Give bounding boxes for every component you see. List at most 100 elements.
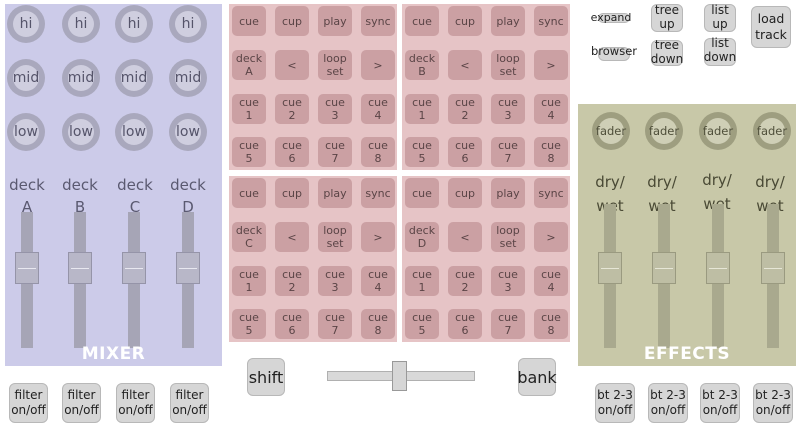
deck-a-hotcue-4[interactable]: cue 4 [361,94,395,124]
deck-b-hotcue-5[interactable]: cue 5 [405,137,439,167]
deck-a-hotcue-8[interactable]: cue 8 [361,137,395,167]
deck-a-select-button[interactable]: deck A [232,50,266,80]
deck-b-play-button[interactable]: play [491,6,525,36]
deck-c-sync-button[interactable]: sync [361,178,395,208]
deck-c-loop-set-button[interactable]: loop set [318,222,352,252]
deck-c-cup-button[interactable]: cup [275,178,309,208]
volume-fader-deck-a[interactable] [15,252,39,284]
eq-low-knob-deck-b[interactable]: low [62,113,100,151]
eq-hi-knob-deck-b[interactable]: hi [62,5,100,43]
deck-b-select-button[interactable]: deck B [405,50,439,80]
deck-b-hotcue-6[interactable]: cue 6 [448,137,482,167]
dry-wet-fader-1[interactable] [598,252,622,284]
filter-toggle-deck-d[interactable]: filter on/off [170,383,209,423]
effect-fader-knob-1[interactable]: fader [592,112,630,150]
deck-a-hotcue-6[interactable]: cue 6 [275,137,309,167]
eq-low-knob-deck-c[interactable]: low [115,113,153,151]
effect-fader-knob-3[interactable]: fader [699,112,737,150]
deck-b-cue-button[interactable]: cue [405,6,439,36]
eq-hi-knob-deck-a[interactable]: hi [7,5,45,43]
effect-toggle-4[interactable]: bt 2-3 on/off [753,383,793,423]
deck-d-hotcue-8[interactable]: cue 8 [534,309,568,339]
bank-button[interactable]: bank [517,358,557,396]
deck-d-hotcue-5[interactable]: cue 5 [405,309,439,339]
deck-a-cup-button[interactable]: cup [275,6,309,36]
deck-b-loop-prev-button[interactable]: < [448,50,482,80]
deck-a-hotcue-7[interactable]: cue 7 [318,137,352,167]
deck-b-hotcue-8[interactable]: cue 8 [534,137,568,167]
list-down-button[interactable] [704,38,736,66]
filter-toggle-deck-b[interactable]: filter on/off [62,383,101,423]
deck-a-loop-set-button[interactable]: loop set [318,50,352,80]
deck-d-hotcue-3[interactable]: cue 3 [491,266,525,296]
deck-b-hotcue-7[interactable]: cue 7 [491,137,525,167]
deck-d-hotcue-1[interactable]: cue 1 [405,266,439,296]
deck-d-loop-prev-button[interactable]: < [448,222,482,252]
deck-d-hotcue-6[interactable]: cue 6 [448,309,482,339]
deck-c-loop-prev-button[interactable]: < [275,222,309,252]
deck-a-hotcue-1[interactable]: cue 1 [232,94,266,124]
deck-d-loop-set-button[interactable]: loop set [491,222,525,252]
deck-c-hotcue-7[interactable]: cue 7 [318,309,352,339]
deck-c-hotcue-1[interactable]: cue 1 [232,266,266,296]
effect-fader-knob-2[interactable]: fader [645,112,683,150]
volume-fader-deck-b[interactable] [68,252,92,284]
deck-d-select-button[interactable]: deck D [405,222,439,252]
deck-c-hotcue-5[interactable]: cue 5 [232,309,266,339]
eq-hi-knob-deck-d[interactable]: hi [169,5,207,43]
expand-button[interactable] [598,13,630,23]
tree-up-button[interactable] [651,4,683,32]
effect-toggle-3[interactable]: bt 2-3 on/off [700,383,740,423]
deck-c-hotcue-8[interactable]: cue 8 [361,309,395,339]
deck-b-cup-button[interactable]: cup [448,6,482,36]
deck-d-cue-button[interactable]: cue [405,178,439,208]
deck-b-loop-set-button[interactable]: loop set [491,50,525,80]
filter-toggle-deck-c[interactable]: filter on/off [116,383,155,423]
deck-d-hotcue-7[interactable]: cue 7 [491,309,525,339]
effect-fader-knob-4[interactable]: fader [753,112,791,150]
deck-b-loop-next-button[interactable]: > [534,50,568,80]
deck-c-hotcue-3[interactable]: cue 3 [318,266,352,296]
volume-fader-deck-d[interactable] [176,252,200,284]
deck-a-play-button[interactable]: play [318,6,352,36]
deck-d-hotcue-4[interactable]: cue 4 [534,266,568,296]
effect-toggle-2[interactable]: bt 2-3 on/off [648,383,688,423]
shift-button[interactable]: shift [247,358,285,396]
deck-c-hotcue-2[interactable]: cue 2 [275,266,309,296]
deck-a-hotcue-2[interactable]: cue 2 [275,94,309,124]
eq-mid-knob-deck-a[interactable]: mid [7,59,45,97]
deck-a-hotcue-5[interactable]: cue 5 [232,137,266,167]
deck-a-loop-prev-button[interactable]: < [275,50,309,80]
deck-b-hotcue-4[interactable]: cue 4 [534,94,568,124]
volume-fader-deck-c[interactable] [122,252,146,284]
deck-c-hotcue-4[interactable]: cue 4 [361,266,395,296]
crossfader[interactable] [392,361,407,391]
dry-wet-fader-2[interactable] [652,252,676,284]
eq-hi-knob-deck-c[interactable]: hi [115,5,153,43]
deck-a-loop-next-button[interactable]: > [361,50,395,80]
deck-b-sync-button[interactable]: sync [534,6,568,36]
eq-mid-knob-deck-b[interactable]: mid [62,59,100,97]
deck-b-hotcue-3[interactable]: cue 3 [491,94,525,124]
dry-wet-fader-4[interactable] [761,252,785,284]
eq-low-knob-deck-a[interactable]: low [7,113,45,151]
effect-toggle-1[interactable]: bt 2-3 on/off [595,383,635,423]
deck-d-loop-next-button[interactable]: > [534,222,568,252]
deck-d-sync-button[interactable]: sync [534,178,568,208]
deck-c-play-button[interactable]: play [318,178,352,208]
eq-mid-knob-deck-d[interactable]: mid [169,59,207,97]
deck-c-cue-button[interactable]: cue [232,178,266,208]
list-up-button[interactable] [704,4,736,32]
deck-a-cue-button[interactable]: cue [232,6,266,36]
filter-toggle-deck-a[interactable]: filter on/off [9,383,48,423]
eq-low-knob-deck-d[interactable]: low [169,113,207,151]
deck-d-hotcue-2[interactable]: cue 2 [448,266,482,296]
eq-mid-knob-deck-c[interactable]: mid [115,59,153,97]
browser-button[interactable] [598,47,630,61]
tree-down-button[interactable] [651,40,683,66]
deck-a-hotcue-3[interactable]: cue 3 [318,94,352,124]
dry-wet-fader-3[interactable] [706,252,730,284]
deck-c-hotcue-6[interactable]: cue 6 [275,309,309,339]
deck-b-hotcue-2[interactable]: cue 2 [448,94,482,124]
deck-a-sync-button[interactable]: sync [361,6,395,36]
